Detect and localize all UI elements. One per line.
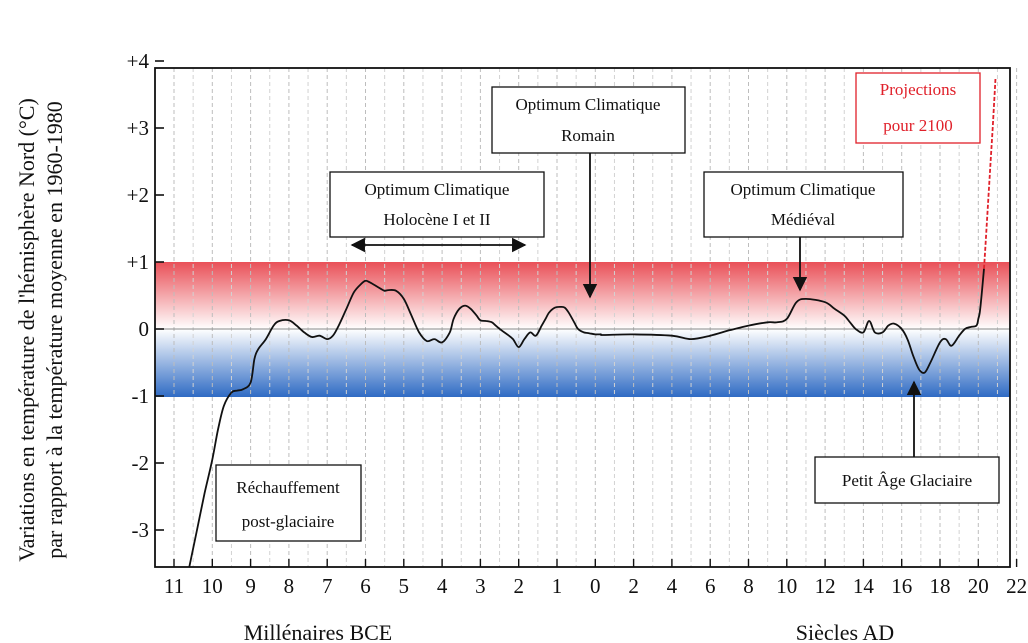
- plot-frame: [154, 67, 1011, 568]
- x-tick-label: 16: [891, 574, 912, 598]
- annotation-romain-line2: Romain: [561, 126, 615, 145]
- y-tick-label: +4: [127, 49, 150, 73]
- x-tick-label: 20: [968, 574, 989, 598]
- y-tick-label: -2: [132, 451, 150, 475]
- annotation-romain: Optimum Climatique Romain: [491, 86, 686, 154]
- annotation-projections-line1: Projections: [880, 80, 957, 99]
- x-tick-label: 18: [930, 574, 951, 598]
- x-tick-label: 6: [360, 574, 371, 598]
- annotation-medieval-line2: Médiéval: [771, 210, 835, 229]
- temperature-line: [188, 268, 985, 568]
- x-tick-label: 3: [475, 574, 486, 598]
- y-tick-label: -1: [132, 384, 150, 408]
- annotation-holocene-line2: Holocène I et II: [383, 210, 490, 229]
- x-tick-label: 10: [202, 574, 223, 598]
- annotation-petit-age-glaciaire-label: Petit Âge Glaciaire: [842, 471, 972, 490]
- x-tick-label: 8: [743, 574, 754, 598]
- y-axis-title-line1: Variations en température de l'hémisphèr…: [14, 98, 39, 562]
- annotation-rechauffement: Réchauffement post-glaciaire: [215, 464, 362, 542]
- x-tick-label: 6: [705, 574, 716, 598]
- annotation-rechauffement-line1: Réchauffement: [236, 478, 340, 497]
- x-tick-label: 8: [284, 574, 295, 598]
- x-tick-label: 4: [667, 574, 678, 598]
- x-tick-label: 10: [776, 574, 797, 598]
- x-tick-label: 4: [437, 574, 448, 598]
- annotation-petit-age-glaciaire: Petit Âge Glaciaire: [814, 456, 1000, 504]
- y-tick-label: -3: [132, 518, 150, 542]
- projection-line: [983, 77, 997, 269]
- annotation-medieval: Optimum Climatique Médiéval: [703, 171, 904, 238]
- annotation-projections-line2: pour 2100: [883, 116, 952, 135]
- x-tick-label: 5: [399, 574, 410, 598]
- annotation-rechauffement-line2: post-glaciaire: [242, 512, 335, 531]
- x-tick-label: 2: [513, 574, 524, 598]
- y-tick-label: 0: [139, 317, 150, 341]
- annotation-projections: Projections pour 2100: [855, 72, 981, 144]
- x-axis-title-right: Siècles AD: [796, 620, 894, 643]
- x-tick-label: 2: [628, 574, 639, 598]
- annotation-holocene: Optimum Climatique Holocène I et II: [329, 171, 545, 238]
- x-tick-label: 7: [322, 574, 333, 598]
- x-tick-label: 0: [590, 574, 601, 598]
- y-tick-label: +3: [127, 116, 149, 140]
- cold-band: [155, 329, 1010, 397]
- y-tick-label: +1: [127, 250, 149, 274]
- warm-band: [155, 262, 1010, 329]
- x-tick-label: 1: [552, 574, 563, 598]
- x-tick-label: 9: [245, 574, 256, 598]
- x-tick-label: 14: [853, 574, 875, 598]
- y-axis-title-line2: par rapport à la température moyenne en …: [42, 101, 67, 559]
- y-tick-label: +2: [127, 183, 149, 207]
- annotation-medieval-line1: Optimum Climatique: [731, 180, 876, 199]
- x-tick-label: 22: [1006, 574, 1027, 598]
- annotation-romain-line1: Optimum Climatique: [516, 95, 661, 114]
- x-tick-label: 11: [164, 574, 184, 598]
- x-tick-label: 12: [815, 574, 836, 598]
- x-axis-title-left: Millénaires BCE: [244, 620, 392, 643]
- annotation-holocene-line1: Optimum Climatique: [365, 180, 510, 199]
